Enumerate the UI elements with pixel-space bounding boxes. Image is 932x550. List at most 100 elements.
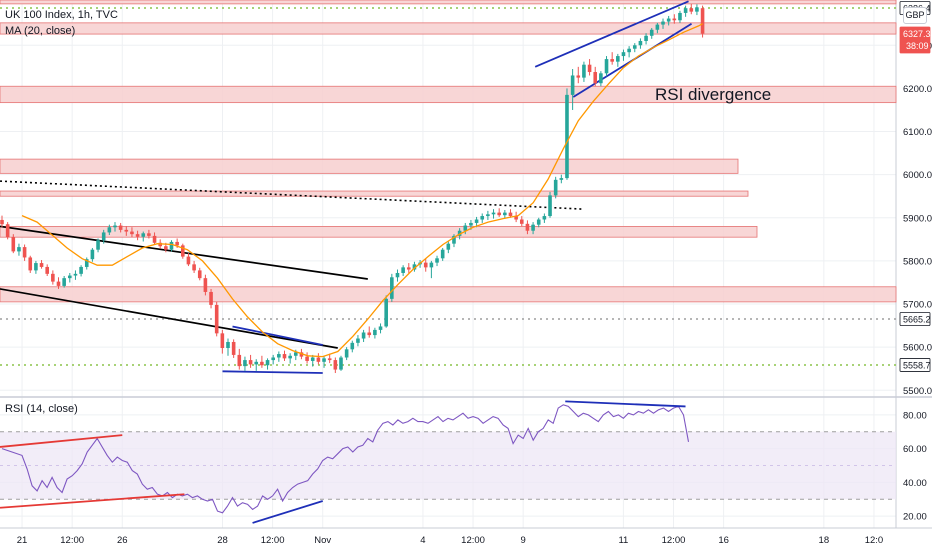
candle[interactable] — [446, 241, 451, 254]
candle[interactable] — [700, 5, 705, 38]
candle[interactable] — [683, 5, 688, 17]
candle[interactable] — [491, 209, 496, 219]
candle[interactable] — [367, 326, 372, 338]
candle[interactable] — [84, 257, 89, 270]
candle[interactable] — [62, 275, 66, 288]
candle[interactable] — [265, 358, 270, 370]
candle[interactable] — [486, 210, 490, 220]
candle[interactable] — [565, 88, 569, 180]
candle[interactable] — [322, 355, 326, 368]
candle[interactable] — [113, 222, 117, 232]
currency-badge[interactable]: GBP — [903, 7, 927, 24]
candle[interactable] — [34, 260, 38, 274]
candle[interactable] — [553, 176, 558, 199]
price-tag-box[interactable] — [899, 312, 931, 326]
zone-rect[interactable] — [0, 0, 897, 5]
price-tag-box[interactable] — [899, 358, 931, 372]
candle[interactable] — [395, 269, 400, 282]
candle[interactable] — [96, 238, 100, 253]
ma-line[interactable] — [21, 23, 703, 358]
candle[interactable] — [497, 208, 501, 217]
candle[interactable] — [519, 216, 524, 227]
candle[interactable] — [621, 49, 626, 61]
candle[interactable] — [107, 224, 112, 236]
candle[interactable] — [644, 33, 648, 45]
candle[interactable] — [666, 15, 671, 26]
candle[interactable] — [271, 354, 275, 365]
candle[interactable] — [649, 28, 654, 39]
candle[interactable] — [124, 226, 129, 236]
rising-wedge-top[interactable] — [534, 0, 689, 68]
candle[interactable] — [147, 229, 151, 239]
candle[interactable] — [305, 352, 309, 364]
falling-wedge-top[interactable] — [232, 325, 323, 346]
candle[interactable] — [440, 247, 445, 261]
candle[interactable] — [678, 10, 682, 23]
candle[interactable] — [452, 234, 456, 248]
candle[interactable] — [101, 229, 106, 244]
candle[interactable] — [599, 71, 603, 87]
zone-rect[interactable] — [0, 286, 897, 303]
candle[interactable] — [310, 354, 315, 367]
candle[interactable] — [423, 258, 428, 272]
candle[interactable] — [350, 340, 355, 353]
falling-wedge-bottom[interactable] — [222, 370, 323, 374]
candle[interactable] — [0, 215, 4, 228]
candle[interactable] — [254, 359, 259, 371]
candle[interactable] — [531, 222, 535, 235]
candle[interactable] — [209, 288, 213, 309]
candle[interactable] — [361, 329, 366, 342]
rsi-line[interactable] — [1, 404, 690, 514]
candle[interactable] — [616, 53, 620, 67]
lower-channel-line[interactable] — [0, 288, 338, 349]
candle[interactable] — [288, 353, 292, 364]
candle[interactable] — [316, 353, 321, 365]
zone-rect[interactable] — [0, 22, 897, 35]
candle[interactable] — [56, 277, 61, 289]
zone-rect[interactable] — [0, 158, 739, 174]
candle[interactable] — [152, 232, 157, 245]
candle[interactable] — [277, 351, 281, 362]
candle[interactable] — [695, 4, 699, 16]
candle[interactable] — [390, 273, 394, 302]
candle[interactable] — [587, 59, 592, 76]
candle[interactable] — [17, 243, 21, 256]
candle[interactable] — [406, 263, 411, 273]
candle[interactable] — [593, 66, 598, 87]
candle[interactable] — [536, 217, 541, 228]
candle[interactable] — [604, 56, 609, 77]
zone-rect[interactable] — [0, 226, 758, 238]
candle[interactable] — [39, 260, 44, 269]
candle[interactable] — [28, 255, 33, 273]
candle[interactable] — [282, 350, 287, 361]
rsi-lower-red-trend[interactable] — [0, 493, 185, 509]
candle[interactable] — [525, 220, 530, 235]
candle[interactable] — [192, 260, 196, 273]
ma-legend[interactable]: MA (20, close) — [5, 25, 76, 37]
candle[interactable] — [11, 234, 16, 254]
candle[interactable] — [672, 14, 677, 24]
candle[interactable] — [632, 43, 637, 53]
candle[interactable] — [73, 270, 78, 280]
candle[interactable] — [576, 66, 581, 84]
candle[interactable] — [356, 335, 360, 347]
candle[interactable] — [508, 209, 513, 218]
dotted-trend-line[interactable] — [0, 180, 584, 210]
candle[interactable] — [689, 3, 694, 15]
candle[interactable] — [333, 357, 338, 374]
rsi-legend[interactable]: RSI (14, close) — [5, 403, 78, 415]
candle[interactable] — [344, 347, 349, 361]
candle[interactable] — [243, 356, 247, 371]
candle[interactable] — [169, 240, 174, 252]
candle[interactable] — [197, 267, 202, 281]
candle[interactable] — [45, 264, 50, 276]
candle[interactable] — [186, 253, 191, 267]
rsi-blue-trend-high[interactable] — [565, 400, 686, 408]
candle[interactable] — [327, 353, 332, 364]
price-tag-box[interactable] — [899, 26, 931, 54]
candle[interactable] — [401, 265, 405, 276]
candle[interactable] — [226, 338, 230, 356]
candle[interactable] — [638, 38, 643, 49]
candle[interactable] — [231, 339, 236, 358]
candle[interactable] — [141, 231, 146, 242]
